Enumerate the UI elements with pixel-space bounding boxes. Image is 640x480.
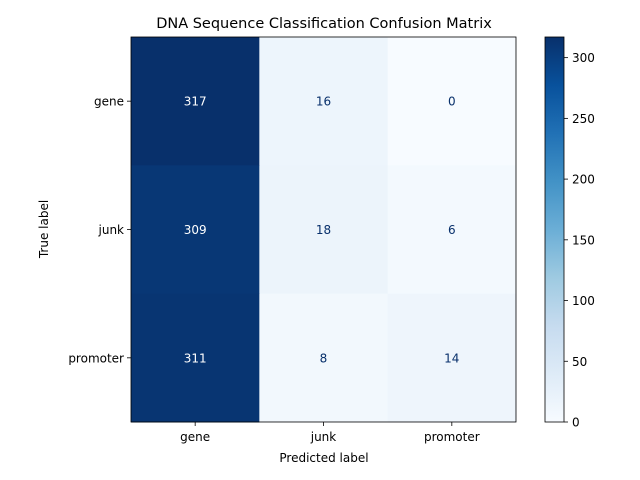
- colorbar-tick-label: 250: [572, 112, 595, 126]
- cell-value-label: 309: [184, 223, 207, 237]
- matrix-cell: [131, 37, 260, 166]
- y-axis-label: True label: [37, 200, 51, 259]
- matrix-cell: [131, 165, 260, 295]
- x-tick-label: gene: [180, 430, 210, 444]
- cell-value-label: 311: [184, 351, 207, 365]
- chart-title: DNA Sequence Classification Confusion Ma…: [156, 16, 492, 32]
- y-tick-label: gene: [94, 95, 124, 109]
- cell-value-label: 317: [184, 95, 207, 109]
- colorbar-tick-label: 100: [572, 294, 595, 308]
- colorbar: [544, 36, 565, 423]
- matrix-cell: [259, 165, 389, 295]
- colorbar-tick-label: 50: [572, 355, 587, 369]
- matrix-cell: [387, 165, 517, 295]
- cell-value-label: 6: [448, 223, 456, 237]
- y-axis-ticks: gene junk promoter: [68, 95, 131, 365]
- x-tick-label: junk: [310, 430, 337, 444]
- cell-value-label: 16: [316, 95, 331, 109]
- matrix-cell: [259, 37, 389, 166]
- cell-value-label: 8: [320, 351, 328, 365]
- cell-value-label: 18: [316, 223, 331, 237]
- matrix-cell: [259, 293, 389, 423]
- matrix-cell: [387, 293, 517, 423]
- x-axis-ticks: gene junk promoter: [180, 421, 480, 444]
- colorbar-tick-label: 150: [572, 233, 595, 247]
- colorbar-tick-label: 300: [572, 51, 595, 65]
- matrix-cell: [387, 37, 517, 166]
- colorbar-ticks: 0 50 100 150 200 250 300: [564, 51, 595, 430]
- colorbar-tick-label: 0: [572, 416, 580, 430]
- y-tick-label: junk: [98, 223, 125, 237]
- cell-value-label: 0: [448, 95, 456, 109]
- cell-value-labels: 317 16 0 309 18 6 311 8 14: [184, 95, 460, 366]
- x-tick-label: promoter: [424, 430, 480, 444]
- x-axis-label: Predicted label: [279, 451, 368, 465]
- colorbar-tick-label: 200: [572, 173, 595, 187]
- y-tick-label: promoter: [68, 351, 124, 365]
- cell-value-label: 14: [444, 351, 459, 365]
- matrix-cells: [131, 37, 517, 423]
- matrix-cell: [131, 293, 260, 423]
